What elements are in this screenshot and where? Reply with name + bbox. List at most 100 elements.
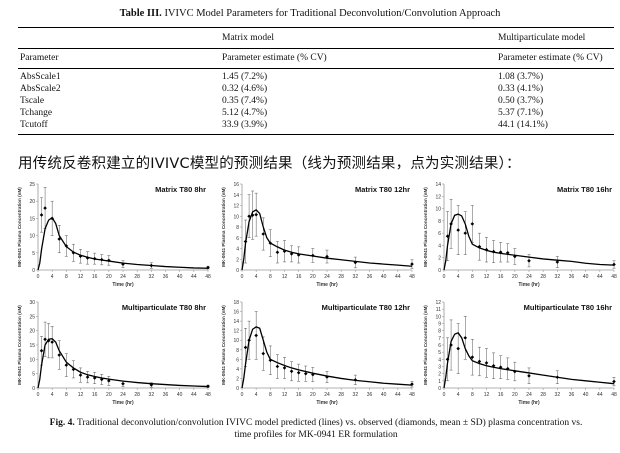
table-cell-parameter: AbsScale2 <box>20 84 61 94</box>
observed-point <box>470 222 475 226</box>
y-tick-label: 25 <box>29 314 35 320</box>
observed-point <box>254 333 258 338</box>
table-cell-parameter: Tscale <box>20 96 45 106</box>
table-title-text: IVIVC Model Parameters for Traditional D… <box>164 8 501 19</box>
observed-point <box>612 262 616 267</box>
y-tick-label: 20 <box>29 199 35 205</box>
y-tick-label: 16 <box>233 310 239 316</box>
x-tick-label: 40 <box>177 392 183 398</box>
predicted-line <box>241 326 413 389</box>
observed-point <box>282 249 287 253</box>
x-tick-label: 40 <box>177 274 183 280</box>
y-tick-label: 15 <box>29 216 35 222</box>
y-tick-label: 5 <box>32 372 35 378</box>
observed-point <box>261 351 266 356</box>
predicted-line <box>37 337 209 389</box>
x-tick-label: 28 <box>134 392 140 398</box>
y-tick-label: 4 <box>438 243 441 249</box>
x-tick-label: 32 <box>353 274 359 280</box>
x-tick-label: 24 <box>324 274 330 280</box>
observed-point <box>121 381 125 386</box>
x-tick-label: 20 <box>310 274 316 280</box>
col-header-matrix-estimate: Parameter estimate (% CV) <box>222 53 327 63</box>
predicted-line <box>443 213 615 271</box>
y-tick-label: 14 <box>233 193 239 199</box>
chart-title: Matrix T80 16hr <box>557 185 612 194</box>
observed-point <box>92 376 97 380</box>
x-tick-label: 12 <box>484 392 490 398</box>
x-tick-label: 20 <box>310 392 316 398</box>
y-tick-label: 7 <box>438 336 441 342</box>
observed-point <box>296 370 301 375</box>
observed-point <box>484 361 489 365</box>
chart-title: Multiparticulate T80 8hr <box>122 303 206 312</box>
observed-point <box>250 213 255 217</box>
observed-point <box>275 250 280 255</box>
y-axis-label: MK-0941 Plasma Concentration (nM) <box>423 187 428 267</box>
table-cell-estimate: 1.08 (3.7%) <box>498 72 544 82</box>
table-label: Table III. <box>119 8 162 19</box>
x-tick-label: 28 <box>540 274 546 280</box>
x-tick-label: 36 <box>367 274 373 280</box>
table-header-rule <box>18 68 614 69</box>
x-tick-label: 0 <box>443 274 446 280</box>
observed-point <box>99 377 104 382</box>
y-tick-label: 16 <box>233 182 239 188</box>
observed-point <box>39 348 44 353</box>
observed-point <box>325 254 329 259</box>
x-tick-label: 32 <box>353 392 359 398</box>
x-tick-label: 48 <box>205 274 211 280</box>
x-tick-label: 24 <box>120 274 126 280</box>
x-tick-label: 8 <box>65 392 68 398</box>
observed-point <box>149 263 154 268</box>
table-cell-estimate: 0.35 (7.4%) <box>222 96 268 106</box>
y-tick-label: 0 <box>438 268 441 274</box>
observed-point <box>555 375 560 380</box>
observed-point <box>50 340 54 344</box>
y-tick-label: 5 <box>32 251 35 257</box>
y-tick-label: 8 <box>236 225 239 231</box>
table-cell-parameter: AbsScale1 <box>20 72 61 82</box>
x-axis-label: Time (hr) <box>518 400 540 406</box>
chart-title: Matrix T80 12hr <box>355 185 410 194</box>
y-axis-label: MK-0941 Plasma Concentration (nM) <box>423 305 428 385</box>
x-tick-label: 40 <box>381 274 387 280</box>
observed-point <box>410 262 414 266</box>
x-tick-label: 8 <box>269 274 272 280</box>
y-tick-label: 30 <box>29 300 35 306</box>
x-tick-label: 16 <box>296 392 302 398</box>
y-tick-label: 0 <box>438 386 441 392</box>
y-tick-label: 10 <box>435 207 441 213</box>
observed-point <box>43 337 47 342</box>
observed-point <box>71 367 76 372</box>
x-tick-label: 12 <box>282 274 288 280</box>
x-tick-label: 48 <box>409 274 415 280</box>
x-tick-label: 12 <box>78 274 84 280</box>
x-axis-label: Time (hr) <box>518 282 540 288</box>
x-tick-label: 48 <box>611 274 617 280</box>
x-tick-label: 48 <box>611 392 617 398</box>
x-tick-label: 8 <box>65 274 68 280</box>
x-tick-label: 24 <box>324 392 330 398</box>
y-tick-label: 10 <box>29 234 35 240</box>
x-tick-label: 44 <box>191 274 197 280</box>
x-tick-label: 32 <box>149 392 155 398</box>
x-tick-label: 32 <box>555 274 561 280</box>
observed-point <box>243 239 248 244</box>
x-tick-label: 16 <box>498 392 504 398</box>
predicted-line <box>443 332 615 389</box>
y-tick-label: 10 <box>233 214 239 220</box>
observed-point <box>505 366 510 371</box>
x-tick-label: 24 <box>526 274 532 280</box>
x-tick-label: 8 <box>471 392 474 398</box>
x-tick-label: 48 <box>205 392 211 398</box>
x-axis-label: Time (hr) <box>112 400 134 406</box>
observed-point <box>99 257 104 262</box>
x-tick-label: 8 <box>471 274 474 280</box>
col-header-parameter: Parameter <box>20 53 59 63</box>
observed-point <box>39 213 44 217</box>
observed-point <box>206 384 210 389</box>
x-tick-label: 40 <box>583 274 589 280</box>
